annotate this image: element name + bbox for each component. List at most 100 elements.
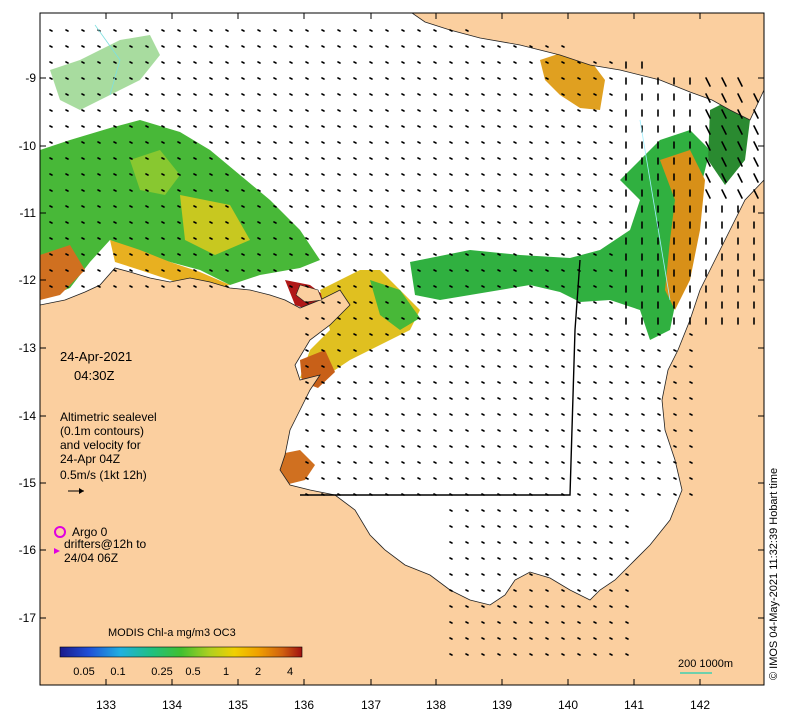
- velocity-arrow: [513, 429, 517, 432]
- velocity-arrow: [609, 317, 613, 320]
- velocity-arrow: [689, 349, 693, 352]
- velocity-arrow: [577, 653, 581, 656]
- velocity-arrow: [641, 477, 645, 480]
- velocity-arrow: [337, 29, 341, 32]
- velocity-arrow: [481, 461, 485, 464]
- velocity-arrow: [321, 333, 325, 336]
- velocity-arrow: [353, 413, 357, 416]
- velocity-arrow: [225, 173, 229, 176]
- velocity-arrow: [689, 397, 693, 400]
- velocity-arrow: [129, 157, 133, 160]
- velocity-arrow: [577, 141, 581, 144]
- velocity-arrow: [305, 237, 309, 240]
- velocity-arrow: [721, 93, 727, 103]
- velocity-arrow: [225, 29, 229, 32]
- velocity-arrow: [481, 541, 485, 544]
- velocity-arrow: [577, 477, 581, 480]
- velocity-arrow: [513, 301, 517, 304]
- velocity-arrow: [497, 637, 501, 640]
- velocity-arrow: [465, 301, 469, 304]
- velocity-arrow: [561, 397, 565, 400]
- velocity-arrow: [401, 125, 405, 128]
- velocity-arrow: [561, 573, 565, 576]
- velocity-arrow: [465, 333, 469, 336]
- velocity-arrow: [529, 45, 533, 48]
- velocity-arrow: [689, 493, 693, 496]
- velocity-arrow: [257, 93, 261, 96]
- velocity-arrow: [577, 557, 581, 560]
- velocity-arrow: [529, 141, 533, 144]
- velocity-arrow: [321, 205, 325, 208]
- velocity-arrow: [433, 477, 437, 480]
- velocity-arrow: [193, 205, 197, 208]
- velocity-arrow: [593, 317, 597, 320]
- velocity-arrow: [497, 653, 501, 656]
- velocity-arrow: [49, 61, 53, 64]
- x-tick-label: 134: [161, 698, 183, 712]
- velocity-arrow: [113, 237, 117, 240]
- velocity-arrow: [593, 589, 597, 592]
- velocity-arrow: [609, 141, 613, 144]
- velocity-arrow: [433, 461, 437, 464]
- velocity-arrow: [449, 397, 453, 400]
- velocity-arrow: [337, 173, 341, 176]
- velocity-arrow: [321, 269, 325, 272]
- velocity-arrow: [81, 141, 85, 144]
- velocity-arrow: [369, 413, 373, 416]
- velocity-arrow: [705, 77, 711, 87]
- velocity-arrow: [593, 653, 597, 656]
- velocity-arrow: [561, 349, 565, 352]
- velocity-arrow: [433, 269, 437, 272]
- velocity-arrow: [433, 429, 437, 432]
- velocity-arrow: [273, 205, 277, 208]
- velocity-arrow: [625, 397, 629, 400]
- velocity-arrow: [465, 653, 469, 656]
- velocity-arrow: [545, 365, 549, 368]
- velocity-arrow: [433, 349, 437, 352]
- velocity-arrow: [641, 333, 645, 336]
- velocity-arrow: [529, 381, 533, 384]
- velocity-arrow: [577, 493, 581, 496]
- velocity-arrow: [353, 301, 357, 304]
- velocity-arrow: [289, 285, 293, 288]
- velocity-arrow: [449, 157, 453, 160]
- velocity-arrow: [65, 93, 69, 96]
- velocity-arrow: [257, 173, 261, 176]
- velocity-arrow: [97, 93, 101, 96]
- velocity-arrow: [513, 189, 517, 192]
- velocity-arrow: [273, 253, 277, 256]
- velocity-arrow: [241, 77, 245, 80]
- velocity-arrow: [353, 29, 357, 32]
- velocity-arrow: [385, 285, 389, 288]
- velocity-arrow: [145, 253, 149, 256]
- velocity-arrow: [401, 45, 405, 48]
- velocity-arrow: [529, 317, 533, 320]
- velocity-arrow: [625, 477, 629, 480]
- velocity-arrow: [321, 125, 325, 128]
- velocity-arrow: [145, 157, 149, 160]
- velocity-arrow: [497, 301, 501, 304]
- velocity-arrow: [305, 349, 309, 352]
- velocity-arrow: [305, 205, 309, 208]
- velocity-arrow: [481, 333, 485, 336]
- velocity-arrow: [113, 157, 117, 160]
- velocity-arrow: [321, 157, 325, 160]
- velocity-arrow: [209, 125, 213, 128]
- credit-text: © IMOS 04-May-2021 11:32:39 Hobart time: [768, 467, 780, 680]
- velocity-arrow: [241, 61, 245, 64]
- velocity-arrow: [225, 77, 229, 80]
- velocity-arrow: [401, 269, 405, 272]
- velocity-arrow: [385, 301, 389, 304]
- velocity-arrow: [625, 573, 629, 576]
- velocity-arrow: [497, 205, 501, 208]
- velocity-arrow: [609, 77, 613, 80]
- velocity-arrow: [209, 157, 213, 160]
- velocity-arrow: [321, 253, 325, 256]
- velocity-arrow: [593, 637, 597, 640]
- velocity-arrow: [609, 573, 613, 576]
- velocity-arrow: [513, 141, 517, 144]
- velocity-arrow: [385, 317, 389, 320]
- velocity-arrow: [193, 269, 197, 272]
- velocity-arrow: [433, 253, 437, 256]
- velocity-arrow: [465, 413, 469, 416]
